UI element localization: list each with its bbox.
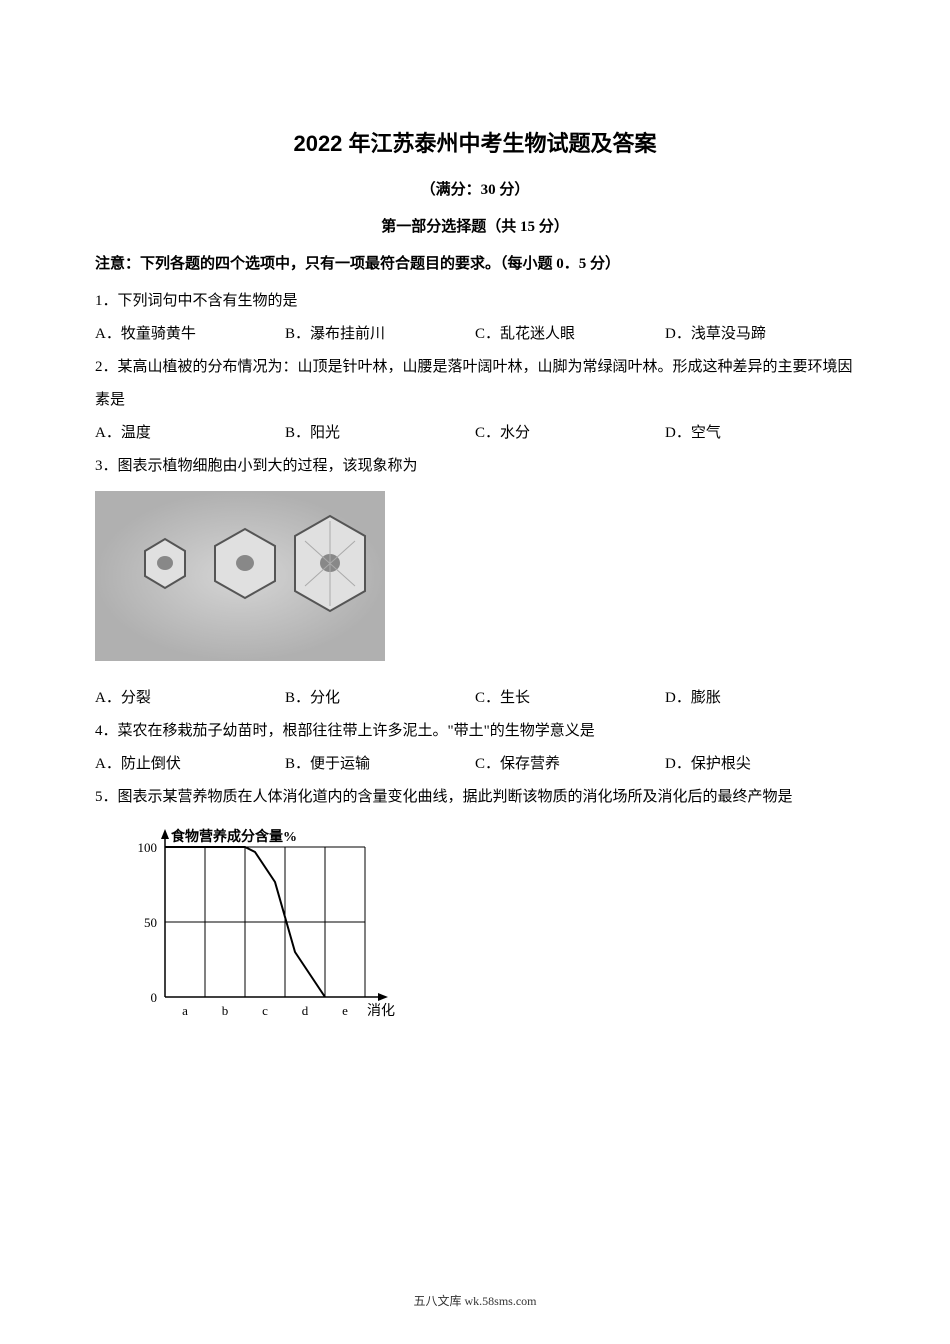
option-d: D．保护根尖	[665, 748, 751, 781]
option-c: C．水分	[475, 417, 665, 450]
option-b: B．瀑布挂前川	[285, 318, 475, 351]
question-5: 5．图表示某营养物质在人体消化道内的含量变化曲线，据此判断该物质的消化场所及消化…	[95, 781, 855, 1035]
svg-text:c: c	[262, 1003, 268, 1018]
options-row: A．防止倒伏 B．便于运输 C．保存营养 D．保护根尖	[95, 748, 855, 781]
digestion-chart: 0 50 100 a b c d e 食物营养成分含量% 消化道	[115, 822, 855, 1035]
question-2: 2．某高山植被的分布情况为：山顶是针叶林，山腰是落叶阔叶林，山脚为常绿阔叶林。形…	[95, 351, 855, 450]
question-stem: 1．下列词句中不含有生物的是	[95, 285, 855, 318]
svg-text:d: d	[302, 1003, 309, 1018]
svg-text:a: a	[182, 1003, 188, 1018]
svg-text:100: 100	[138, 840, 158, 855]
question-4: 4．菜农在移栽茄子幼苗时，根部往往带上许多泥土。"带土"的生物学意义是 A．防止…	[95, 715, 855, 781]
option-c: C．保存营养	[475, 748, 665, 781]
exam-subtitle: （满分：30 分）	[95, 174, 855, 207]
option-d: D．空气	[665, 417, 855, 450]
question-1: 1．下列词句中不含有生物的是 A．牧童骑黄牛 B．瀑布挂前川 C．乱花迷人眼 D…	[95, 285, 855, 351]
question-3: 3．图表示植物细胞由小到大的过程，该现象称为 A．分裂 B．分化 C．生长 D．…	[95, 450, 855, 715]
options-row: A．温度 B．阳光 C．水分 D．空气	[95, 417, 855, 450]
options-row: A．分裂 B．分化 C．生长 D．膨胀	[95, 682, 855, 715]
option-b: B．便于运输	[285, 748, 475, 781]
option-d: D．浅草没马蹄	[665, 318, 766, 351]
page-footer: 五八文库 wk.58sms.com	[0, 1288, 950, 1314]
question-stem: 3．图表示植物细胞由小到大的过程，该现象称为	[95, 450, 855, 483]
option-c: C．生长	[475, 682, 665, 715]
question-stem: 5．图表示某营养物质在人体消化道内的含量变化曲线，据此判断该物质的消化场所及消化…	[95, 781, 855, 814]
svg-text:50: 50	[144, 915, 157, 930]
question-stem: 4．菜农在移栽茄子幼苗时，根部往往带上许多泥土。"带土"的生物学意义是	[95, 715, 855, 748]
option-a: A．分裂	[95, 682, 285, 715]
option-a: A．防止倒伏	[95, 748, 285, 781]
svg-text:消化道: 消化道	[367, 1003, 395, 1019]
digestion-chart-svg: 0 50 100 a b c d e 食物营养成分含量% 消化道	[115, 822, 395, 1022]
cell-diagram-image	[95, 491, 855, 674]
option-c: C．乱花迷人眼	[475, 318, 665, 351]
exam-notice: 注意：下列各题的四个选项中，只有一项最符合题目的要求。（每小题 0．5 分）	[95, 248, 855, 281]
option-d: D．膨胀	[665, 682, 855, 715]
svg-text:0: 0	[151, 990, 158, 1005]
cell-diagram-svg	[95, 491, 385, 661]
option-b: B．阳光	[285, 417, 475, 450]
svg-text:e: e	[342, 1003, 348, 1018]
option-b: B．分化	[285, 682, 475, 715]
question-stem: 2．某高山植被的分布情况为：山顶是针叶林，山腰是落叶阔叶林，山脚为常绿阔叶林。形…	[95, 351, 855, 417]
exam-title: 2022 年江苏泰州中考生物试题及答案	[95, 120, 855, 168]
options-row: A．牧童骑黄牛 B．瀑布挂前川 C．乱花迷人眼 D．浅草没马蹄	[95, 318, 855, 351]
section-title: 第一部分选择题（共 15 分）	[95, 211, 855, 244]
svg-text:b: b	[222, 1003, 229, 1018]
option-a: A．温度	[95, 417, 285, 450]
option-a: A．牧童骑黄牛	[95, 318, 285, 351]
svg-text:食物营养成分含量%: 食物营养成分含量%	[171, 828, 297, 845]
